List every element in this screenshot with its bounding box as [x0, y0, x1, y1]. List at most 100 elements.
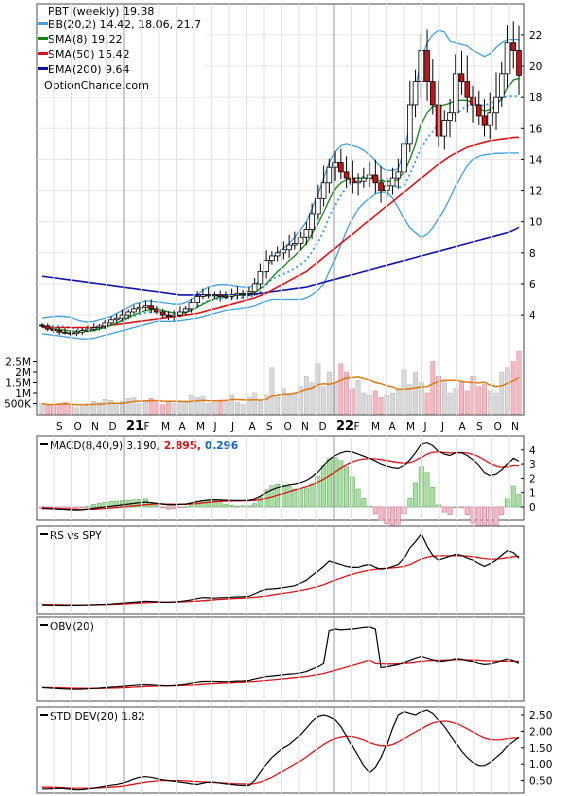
macd-title: MACD(8,40,9) 3.190, 2.895, 0.296: [50, 440, 238, 452]
candle-body: [182, 308, 189, 313]
volume-bar: [183, 401, 189, 415]
rs-title: RS vs SPY: [50, 530, 102, 542]
candle-body: [395, 171, 402, 179]
volume-bar: [56, 403, 62, 415]
candle-body: [343, 171, 350, 179]
std-tick-label: 1.50: [529, 743, 552, 755]
volume-bar: [493, 392, 499, 415]
candle-body: [246, 291, 252, 294]
macd-histogram-bar: [407, 498, 413, 508]
macd-histogram-bar: [315, 475, 321, 508]
macd-histogram-bar: [211, 500, 217, 508]
volume-bar: [125, 398, 131, 415]
macd-histogram-bar: [390, 506, 396, 526]
candle-body: [240, 292, 246, 295]
volume-bar: [200, 395, 206, 415]
volume-bar: [171, 403, 177, 415]
macd-tick-label: 1: [529, 488, 536, 500]
macd-histogram-bar: [154, 505, 160, 508]
macd-histogram-bar: [183, 506, 189, 508]
volume-bar: [349, 388, 355, 415]
candle-body: [136, 306, 143, 310]
macd-histogram-bar: [424, 472, 430, 508]
macd-histogram-bar: [505, 498, 510, 508]
candle-body: [119, 314, 126, 319]
time-label: S: [476, 421, 483, 433]
std-title: STD DEV(20) 1.82: [50, 711, 145, 723]
macd-histogram-bar: [395, 506, 401, 525]
time-label: J: [213, 421, 217, 433]
std-y-axis: 2.50 2.00 1.50 1.00 0.50: [521, 710, 552, 788]
candle-body: [493, 96, 499, 114]
sma50-legend-swatch: [38, 52, 48, 55]
candle-body: [320, 182, 327, 199]
candle-body: [280, 249, 287, 254]
volume-bar: [229, 394, 235, 415]
candle-body: [464, 81, 471, 98]
macd-histogram-bar: [367, 505, 373, 508]
std-panel: 2.50 2.00 1.50 1.00 0.50 STD DEV(20) 1.82: [36, 706, 552, 794]
volume-bar: [510, 361, 516, 415]
macd-histogram-bar: [510, 485, 516, 508]
macd-histogram-bar: [378, 506, 384, 521]
candle-body: [407, 104, 413, 145]
volume-bar: [206, 403, 212, 415]
volume-bar: [395, 388, 401, 415]
volume-bar: [177, 402, 183, 415]
candle-body: [424, 50, 430, 83]
volume-bar: [470, 375, 476, 415]
macd-histogram-bar: [246, 505, 252, 508]
price-tick-label: 22: [529, 30, 542, 42]
price-tick-label: 16: [529, 123, 543, 135]
candle-body: [309, 213, 315, 230]
macd-histogram-bar: [240, 505, 246, 508]
volume-bar: [85, 403, 91, 415]
volume-bar: [321, 386, 327, 415]
volume-bar: [298, 386, 304, 415]
volume-bar: [499, 371, 505, 415]
candle-body: [257, 271, 264, 285]
volume-bar: [269, 367, 275, 415]
volume-bar: [367, 394, 373, 415]
volume-tick-label: 500K: [4, 399, 32, 411]
macd-histogram-bar: [229, 505, 235, 508]
candle-body: [498, 73, 505, 98]
price-tick-label: 18: [529, 92, 542, 104]
macd-histogram-bar: [355, 488, 361, 508]
candle-body: [62, 331, 68, 334]
volume-bar: [165, 401, 171, 415]
candle-body: [194, 296, 200, 304]
macd-histogram-bar: [206, 499, 212, 508]
volume-bar: [217, 401, 223, 415]
std-tick-label: 1.00: [529, 759, 552, 771]
candle-body: [510, 42, 517, 51]
macd-histogram-bar: [464, 506, 470, 515]
volume-bar: [344, 371, 350, 415]
candle-body: [458, 73, 465, 83]
price-tick-label: 14: [529, 154, 543, 166]
macd-tick-label: 2: [529, 473, 536, 485]
candle-body: [234, 292, 241, 296]
volume-bar: [234, 402, 240, 415]
time-label: N: [511, 421, 519, 433]
volume-bar: [194, 396, 200, 415]
candle-body: [441, 120, 448, 137]
macd-histogram-bar: [165, 506, 171, 510]
volume-bar: [240, 404, 246, 415]
candle-body: [349, 177, 356, 184]
candle-body: [412, 81, 419, 106]
macd-histogram-bar: [332, 457, 338, 508]
candle-body: [470, 96, 476, 106]
volume-bar: [79, 406, 85, 415]
volume-bar: [252, 392, 258, 415]
candle-body: [188, 302, 195, 310]
time-label: D: [319, 421, 327, 433]
std-tick-label: 2.50: [529, 710, 552, 722]
macd-histogram-bar: [177, 506, 183, 509]
macd-histogram-bar: [171, 506, 177, 509]
candle-body: [131, 308, 137, 313]
price-tick-label: 10: [529, 217, 542, 229]
time-label: O: [284, 421, 292, 433]
macd-histogram-bar: [372, 506, 378, 515]
